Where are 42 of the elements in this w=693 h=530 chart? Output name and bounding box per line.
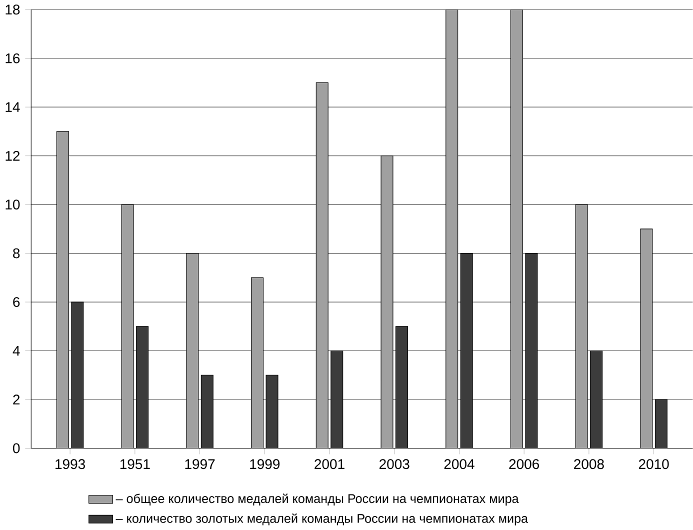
- x-tick-label: 2010: [638, 458, 669, 469]
- y-tick-label: 14: [6, 102, 20, 112]
- y-tick-label: 6: [13, 296, 20, 307]
- bar: [71, 302, 84, 448]
- y-tick-label: 4: [12, 346, 20, 356]
- bar: [200, 374, 214, 448]
- bar: [575, 204, 588, 448]
- x-tick-label: 1997: [185, 458, 215, 469]
- x-tick-label: 1993: [56, 458, 86, 469]
- bar: [121, 204, 134, 448]
- x-tick-label: 2008: [574, 458, 604, 469]
- y-tick-label: 10: [6, 199, 20, 210]
- bar: [460, 252, 473, 448]
- bar: [654, 399, 668, 448]
- bar: [590, 350, 603, 448]
- bar: [56, 130, 69, 448]
- y-tick-label: 12: [6, 150, 20, 160]
- bar: [186, 252, 199, 448]
- bar: [395, 326, 408, 448]
- x-tick-label: 2004: [444, 458, 474, 469]
- bar: [446, 9, 458, 448]
- y-tick-label: 0: [13, 443, 20, 453]
- bar: [251, 277, 264, 448]
- x-tick-label: 2001: [314, 458, 344, 469]
- y-tick-label: 16: [6, 53, 20, 64]
- x-tick-label: 2006: [509, 458, 540, 469]
- y-tick-label: 2: [13, 394, 20, 404]
- legend-label: – общее количество медалей команды России на чемпионатах мира: [116, 493, 519, 506]
- bar: [640, 228, 653, 448]
- y-tick-label: 18: [6, 4, 20, 14]
- legend-label: – количество золотых медалей команды России на чемпионатах мира: [116, 513, 528, 526]
- bar: [525, 252, 538, 448]
- y-tick-label: 8: [13, 248, 20, 258]
- bar: [136, 326, 149, 448]
- bar: [316, 82, 328, 448]
- bar: [266, 374, 278, 448]
- x-tick-label: 1999: [250, 458, 280, 469]
- x-tick-label: 2003: [380, 458, 410, 469]
- bar: [380, 155, 394, 448]
- bar: [330, 350, 344, 448]
- bar: [510, 9, 523, 448]
- x-tick-label: 1951: [120, 458, 150, 469]
